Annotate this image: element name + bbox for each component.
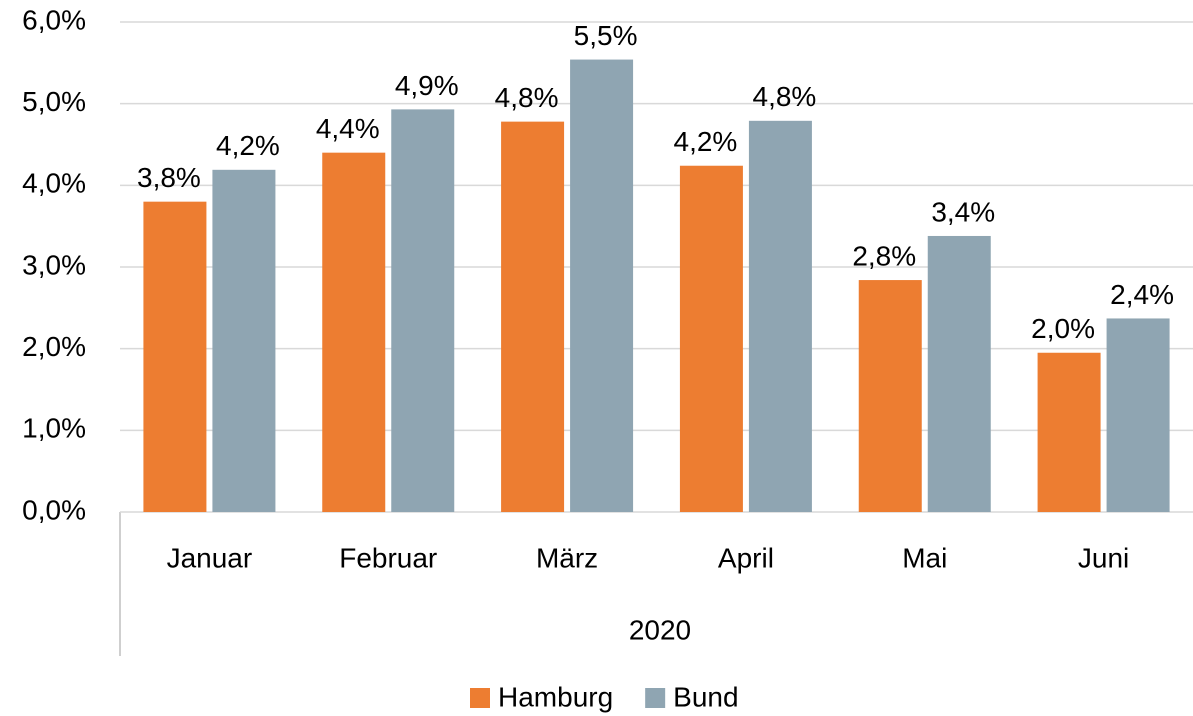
bar <box>1106 318 1170 512</box>
bar <box>748 120 812 513</box>
bar <box>501 121 565 512</box>
category-group-label: 2020 <box>629 614 691 645</box>
bar <box>391 109 455 512</box>
data-label: 3,8% <box>137 162 201 193</box>
bar <box>143 201 207 512</box>
legend-label: Hamburg <box>498 681 613 712</box>
y-tick-label: 6,0% <box>22 4 86 35</box>
y-tick-label: 1,0% <box>22 413 86 444</box>
x-tick-label: Mai <box>902 542 947 573</box>
data-label: 4,2% <box>216 130 280 161</box>
bar <box>212 169 276 513</box>
x-tick-label: Februar <box>339 542 437 573</box>
y-tick-label: 3,0% <box>22 249 86 280</box>
x-tick-label: Januar <box>167 542 253 573</box>
data-label: 4,8% <box>753 81 817 112</box>
bar <box>927 235 991 512</box>
data-label: 4,2% <box>674 126 738 157</box>
data-label: 2,8% <box>852 240 916 271</box>
y-tick-label: 5,0% <box>22 86 86 117</box>
data-label: 4,9% <box>395 70 459 101</box>
data-label: 2,0% <box>1031 313 1095 344</box>
bar <box>858 280 922 512</box>
data-label: 5,5% <box>574 20 638 51</box>
x-tick-label: März <box>536 542 598 573</box>
data-label: 4,8% <box>495 82 559 113</box>
legend-label: Bund <box>673 681 738 712</box>
bar <box>1037 352 1101 512</box>
bar <box>679 165 743 512</box>
y-tick-label: 0,0% <box>22 494 86 525</box>
y-tick-label: 4,0% <box>22 168 86 199</box>
legend-swatch <box>470 688 490 708</box>
data-label: 4,4% <box>316 113 380 144</box>
bar <box>322 152 386 512</box>
bar <box>570 59 634 513</box>
data-label: 3,4% <box>931 196 995 227</box>
y-tick-label: 2,0% <box>22 331 86 362</box>
legend-swatch <box>645 688 666 708</box>
x-tick-label: Juni <box>1078 542 1129 573</box>
data-label: 2,4% <box>1110 279 1174 310</box>
x-tick-label: April <box>718 542 774 573</box>
